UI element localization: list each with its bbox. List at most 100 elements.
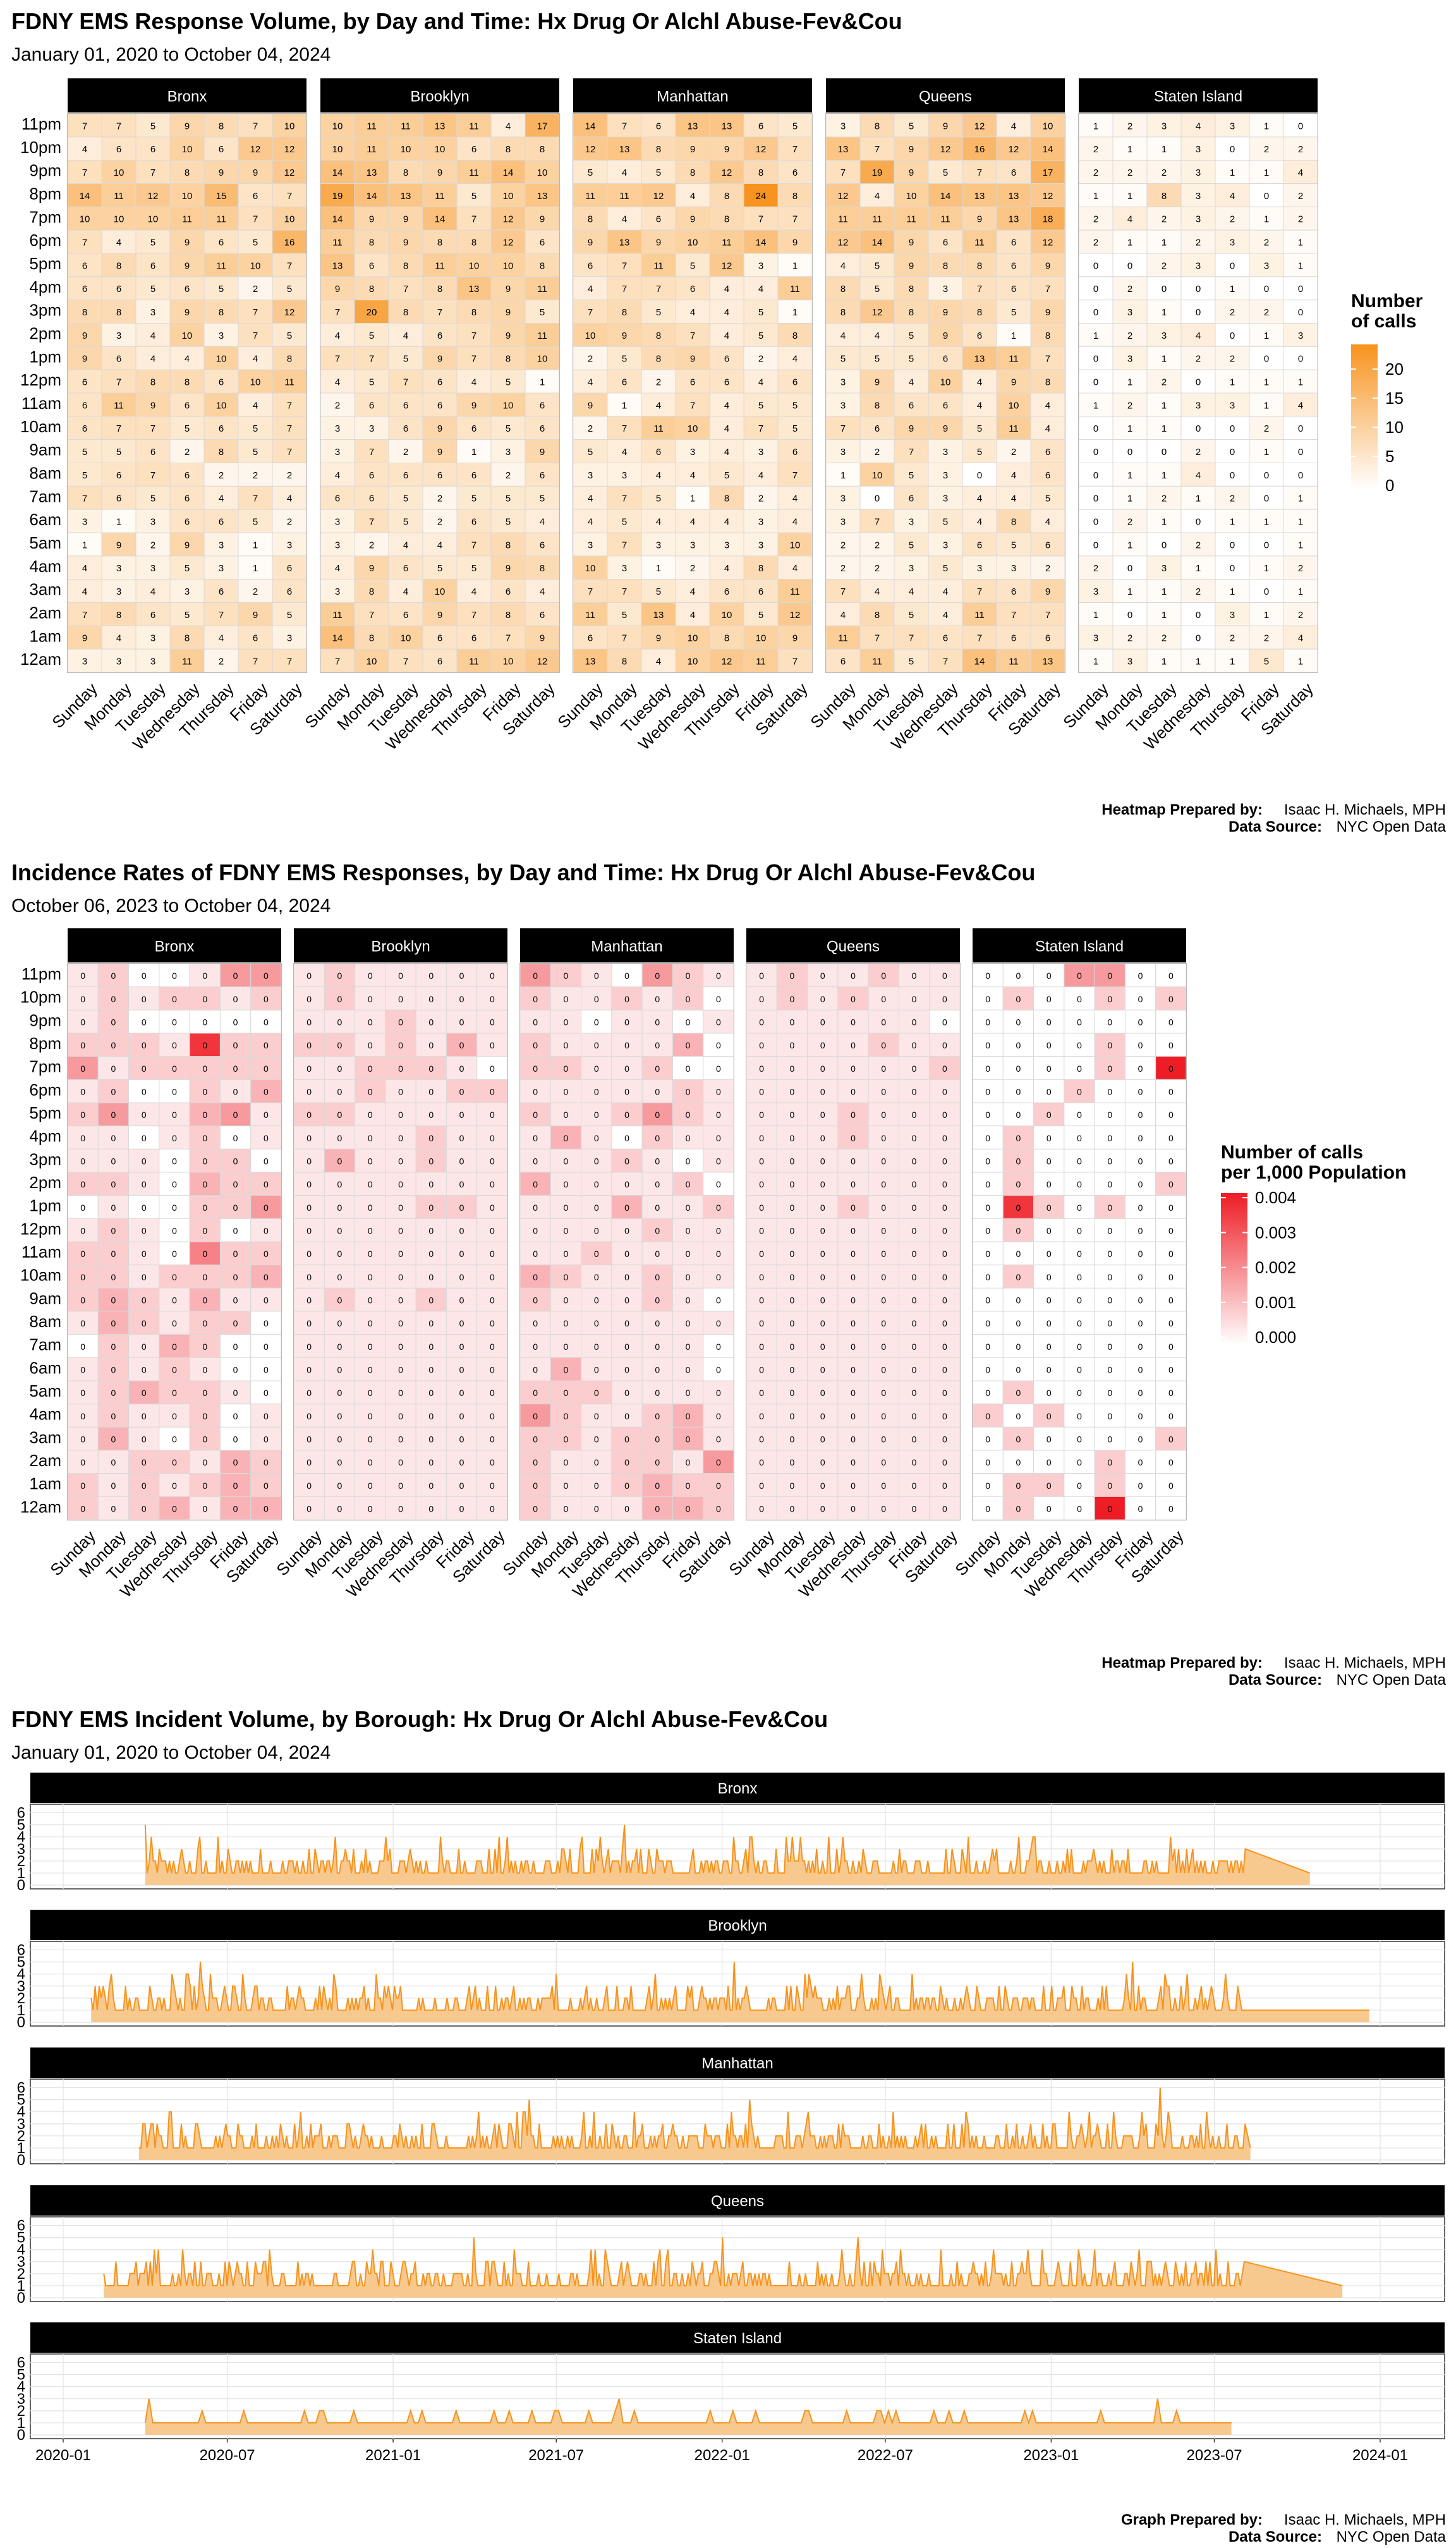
heatmap-cell-label: 0 [398, 1133, 403, 1143]
heatmap-cell-label: 7 [506, 633, 511, 644]
heatmap-cell [354, 648, 389, 673]
heatmap-cell-label: 0 [759, 994, 764, 1004]
heatmap-cell-label: 0 [820, 1504, 825, 1514]
heatmap-cell [354, 555, 389, 580]
heatmap-cell [709, 439, 744, 464]
heatmap-cell [354, 160, 389, 185]
heatmap-cell [203, 346, 239, 370]
heatmap-cell-label: 0 [264, 1179, 269, 1189]
heatmap-cell-label: 0 [202, 1411, 207, 1421]
heatmap-cell-label: 0 [1168, 1342, 1174, 1352]
heatmap-cell-label: 0 [624, 1504, 629, 1514]
heatmap-cell-label: 7 [287, 447, 292, 458]
heatmap-cell-label: 7 [471, 540, 476, 550]
heatmap-cell-label: 1 [1093, 331, 1098, 341]
heatmap-cell [525, 346, 560, 370]
heatmap-cell-label: 7 [588, 307, 593, 318]
heatmap-cell [320, 555, 355, 580]
heatmap-cell [1283, 229, 1318, 254]
heatmap-cell [675, 602, 710, 626]
heatmap-cell-label: 2 [1230, 214, 1235, 225]
heatmap-cell [894, 229, 929, 254]
heatmap-cell-label: 0 [686, 1226, 691, 1236]
heatmap-cell-label: 0 [912, 1017, 917, 1028]
heatmap-cell [962, 416, 997, 440]
heatmap-cell-label: 8 [219, 447, 224, 458]
heatmap-cell [743, 253, 779, 277]
heatmap-cell [928, 392, 963, 417]
heatmap-cell-label: 4 [588, 494, 593, 504]
heatmap-cell-label: 10 [332, 121, 343, 131]
heatmap-cell-label: 3 [116, 563, 121, 574]
heatmap-cell-label: 6 [471, 633, 476, 644]
heatmap-cell-label: 0 [1046, 1179, 1052, 1189]
heatmap-cell-label: 0 [851, 1110, 856, 1120]
heatmap-cell-label: 4 [622, 447, 627, 458]
heatmap-cell-label: 0 [490, 1087, 495, 1097]
heatmap-cell-label: 0 [564, 1504, 569, 1514]
heatmap-cell-label: 0 [1046, 1226, 1052, 1236]
heatmap-cell [388, 276, 423, 301]
heatmap-cell-label: 0 [1077, 994, 1082, 1004]
heatmap-cell-label: 4 [690, 191, 695, 202]
heatmap-cell [1030, 625, 1065, 650]
heatmap-cell-label: 0 [533, 1203, 538, 1213]
heatmap-cell-label: 0 [851, 1156, 856, 1167]
heatmap-cell [1030, 346, 1065, 370]
heatmap-cell-label: 0 [564, 1249, 569, 1259]
heatmap-cell-label: 0 [264, 1411, 269, 1421]
heatmap-cell [859, 113, 895, 138]
heatmap-cell [607, 253, 642, 277]
heatmap-cell-label: 0 [306, 1272, 312, 1282]
heatmap-cell-label: 3 [335, 540, 340, 550]
heatmap-cell-label: 7 [116, 423, 121, 434]
heatmap-cell-label: 13 [401, 191, 411, 202]
heatmap-cell-label: 8 [977, 260, 982, 271]
heatmap-cell-label: 6 [403, 563, 408, 574]
heatmap-cell-label: 5 [977, 423, 982, 434]
heatmap-cell-label: 4 [758, 284, 763, 294]
heatmap-cell [67, 579, 102, 604]
heatmap-cell-label: 5 [909, 121, 914, 131]
timeseries-credit-label: Graph Prepared by: [1121, 2511, 1263, 2528]
heatmap-cell [67, 183, 102, 207]
heatmap-cell-label: 0 [1077, 971, 1082, 981]
heatmap-cell-label: 0 [306, 1342, 312, 1352]
heatmap-cell [320, 463, 355, 487]
heatmap-cell [894, 369, 929, 394]
heatmap-cell-label: 0 [790, 1156, 795, 1167]
y-tick-label-6am: 6am [29, 510, 61, 529]
heatmap-cell [962, 113, 997, 138]
heatmap-cell-label: 9 [656, 237, 661, 248]
heatmap-cell-label: 0 [716, 1087, 721, 1097]
heatmap-cell [388, 439, 423, 464]
heatmap-cell [996, 113, 1031, 138]
heatmap-cell-label: 9 [437, 447, 442, 458]
heatmap-cell-label: 10 [940, 377, 951, 387]
heatmap-cell [1030, 136, 1065, 161]
heatmap-cell [525, 300, 560, 324]
heatmap-cell-label: 4 [1011, 470, 1016, 481]
heatmap-cell [641, 323, 676, 347]
heatmap-cell-label: 6 [1011, 633, 1016, 644]
heatmap-cell-label: 0 [820, 1179, 825, 1189]
heatmap-cell-label: 7 [875, 516, 880, 527]
heatmap-cell-label: 9 [437, 354, 442, 365]
heatmap-cell-label: 11 [906, 214, 916, 225]
heatmap-cell-label: 0 [942, 1272, 947, 1282]
heatmap-cell-label: 4 [82, 144, 87, 155]
heatmap-cell-label: 2 [1127, 284, 1132, 294]
heatmap-cell-label: 0 [912, 1064, 917, 1074]
heatmap-cell-label: 8 [1011, 516, 1016, 527]
heatmap-cell [996, 439, 1031, 464]
heatmap-cell [859, 229, 895, 254]
heatmap-cell-label: 0 [459, 1017, 464, 1028]
heatmap-cell [1112, 485, 1148, 510]
heatmap-cell [1030, 648, 1065, 673]
heatmap-cell-label: 0 [790, 1110, 795, 1120]
heatmap-cell-label: 0 [881, 1411, 886, 1421]
heatmap-cell [354, 392, 389, 417]
heatmap-cell-label: 0 [624, 1156, 629, 1167]
heatmap-cell [1030, 229, 1065, 254]
